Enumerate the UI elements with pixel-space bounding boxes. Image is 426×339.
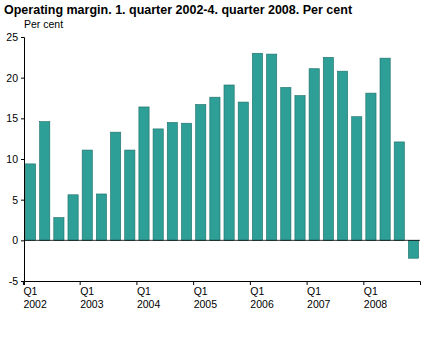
x-tick-label: Q12003 [80,285,104,310]
y-axis-line [21,38,25,282]
x-tick: Q12006 [250,281,274,310]
bar [54,218,64,241]
y-tick-mark [21,159,24,160]
bar [380,58,390,240]
x-tick-mark [250,281,251,285]
y-tick: 10 [6,153,24,165]
y-tick-label: 20 [6,72,18,84]
y-tick: 15 [6,112,24,124]
x-axis: Q12002 Q12003 Q12004 Q12005 Q12006 Q12007 Q120… [23,281,420,310]
x-tick: Q12002 [23,281,47,310]
y-tick: -5 [9,275,24,287]
x-tick: Q12005 [194,281,218,310]
bar [352,117,362,241]
bar [125,150,135,240]
x-tick-mark [23,281,24,285]
x-tick-mark [193,281,194,285]
bar [167,122,177,240]
y-tick-label: -5 [9,275,18,287]
x-tick: Q12008 [364,281,388,310]
zero-line [24,240,420,241]
x-tick-mark [136,281,137,285]
bar [267,54,277,240]
bar [82,150,92,240]
bar [238,102,248,240]
x-tick: Q12003 [80,281,104,310]
x-tick: Q12004 [137,281,161,310]
x-tick-mark [80,281,81,285]
title: Operating margin. 1. quarter 2002-4. qua… [4,3,353,17]
x-tick-label: Q12004 [137,285,161,310]
bars [25,53,418,258]
bar [181,123,191,240]
y-tick-mark [21,78,24,79]
bar [281,87,291,240]
y-tick-mark [21,240,24,241]
bar [111,132,121,240]
x-tick-label: Q12007 [307,285,331,310]
x-tick-label: Q12006 [250,285,274,310]
bar [40,122,50,241]
bar [224,85,234,240]
y-axis: -5 0 5 10 15 20 25 [6,31,24,287]
bar [408,240,418,258]
bar [210,97,220,240]
bar [337,71,347,240]
bar [196,105,206,241]
bar [96,194,106,240]
bar [295,96,305,241]
bar [153,129,163,240]
bar [252,53,262,240]
bar [366,93,376,240]
x-tick-label: Q12008 [364,285,388,310]
y-tick-mark [21,37,24,38]
y-tick: 25 [6,31,24,43]
y-axis-title: Per cent [24,18,63,30]
bar [309,69,319,241]
chart: Operating margin. 1. quarter 2002-4. qua… [0,0,426,339]
x-tick-label: Q12005 [194,285,218,310]
y-tick-mark [21,200,24,201]
y-tick-mark [21,118,24,119]
y-tick-label: 5 [12,194,18,206]
bar [68,195,78,241]
x-tick-mark [307,281,308,285]
y-tick: 5 [12,194,24,206]
bar [394,142,404,240]
bar [323,57,333,240]
bar [25,164,35,240]
x-tick-mark [363,281,364,285]
y-tick-label: 15 [6,112,18,124]
y-tick-label: 0 [12,234,18,246]
y-tick-label: 10 [6,153,18,165]
bar [139,107,149,240]
y-tick-label: 25 [6,31,18,43]
x-tick-label: Q12002 [23,285,47,310]
x-tick: Q12007 [307,281,331,310]
y-tick: 20 [6,72,24,84]
y-tick: 0 [12,234,24,246]
